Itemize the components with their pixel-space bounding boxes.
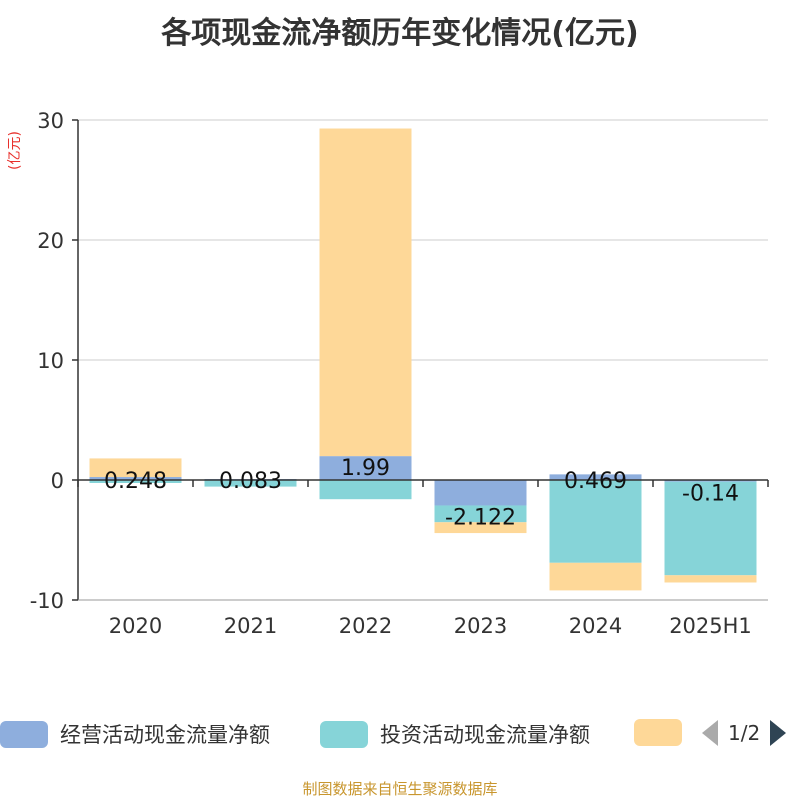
bar-2022-series-2 bbox=[319, 128, 412, 457]
y-tick-label: 20 bbox=[37, 229, 64, 253]
legend-label-operating: 经营活动现金流量净额 bbox=[60, 723, 270, 747]
x-tick-label: 2023 bbox=[454, 614, 507, 638]
bar-2022-series-1 bbox=[319, 480, 412, 500]
bar-2023-series-1 bbox=[434, 505, 527, 523]
legend: 经营活动现金流量净额 投资活动现金流量净额 1/2 bbox=[0, 712, 800, 756]
x-tick-label: 2024 bbox=[569, 614, 622, 638]
data-label-2022: 1.99 bbox=[341, 456, 390, 481]
bar-2023-series-2 bbox=[434, 522, 527, 534]
bars bbox=[89, 128, 757, 591]
data-label-2024: 0.469 bbox=[564, 469, 627, 494]
chart-title: 各项现金流净额历年变化情况(亿元) bbox=[161, 16, 639, 51]
source-footer: 制图数据来自恒生聚源数据库 bbox=[302, 780, 498, 798]
legend-label-investing: 投资活动现金流量净额 bbox=[380, 723, 590, 747]
bar-2021-series-1 bbox=[204, 480, 297, 487]
bar-2024-series-0 bbox=[549, 474, 642, 480]
bar-2025H1-series-1 bbox=[664, 481, 757, 576]
chart-svg: 0.248 0.083 1.99 -2.122 0.469 -0.14 -10 0 10 20 3… bbox=[30, 109, 769, 638]
bar-2024-series-2 bbox=[549, 562, 642, 591]
x-tick-label: 2020 bbox=[109, 614, 162, 638]
data-label-2021: 0.083 bbox=[219, 469, 282, 494]
data-labels: 0.248 0.083 1.99 -2.122 0.469 -0.14 bbox=[104, 456, 739, 530]
x-tick-label: 2022 bbox=[339, 614, 392, 638]
bar-2020-series-0 bbox=[89, 477, 182, 480]
tick-labels: -10 0 10 20 30 2020 2021 2022 2023 2024 2025H1 bbox=[30, 109, 752, 638]
y-tick-label: 0 bbox=[51, 469, 64, 493]
y-tick-label: 30 bbox=[37, 109, 64, 133]
legend-item-investing[interactable]: 投资活动现金流量净额 bbox=[320, 719, 590, 749]
y-tick-label: 10 bbox=[37, 349, 64, 373]
prev-page-icon[interactable] bbox=[702, 720, 718, 746]
legend-page-indicator: 1/2 bbox=[728, 721, 761, 745]
data-label-2025H1: -0.14 bbox=[682, 482, 739, 507]
data-label-2020: 0.248 bbox=[104, 469, 167, 494]
legend-item-operating[interactable]: 经营活动现金流量净额 bbox=[0, 719, 270, 749]
bar-2020-series-2 bbox=[89, 458, 182, 478]
legend-swatch-operating bbox=[0, 720, 48, 748]
next-page-icon[interactable] bbox=[770, 720, 787, 746]
x-tick-label: 2021 bbox=[224, 614, 277, 638]
bar-2023-series-0 bbox=[434, 480, 527, 506]
bar-2020-series-1 bbox=[89, 480, 182, 483]
axes bbox=[72, 119, 769, 601]
x-tick-label: 2025H1 bbox=[669, 614, 752, 638]
legend-pager: 1/2 bbox=[702, 720, 787, 746]
data-label-2023: -2.122 bbox=[445, 505, 516, 530]
bar-2025H1-series-0 bbox=[664, 480, 757, 482]
bar-2024-series-1 bbox=[549, 480, 642, 563]
legend-item-financing[interactable] bbox=[634, 719, 694, 746]
y-tick-label: -10 bbox=[30, 589, 64, 613]
legend-swatch-financing bbox=[634, 719, 682, 746]
bar-2022-series-0 bbox=[319, 456, 412, 480]
legend-swatch-investing bbox=[320, 720, 368, 748]
bar-2025H1-series-2 bbox=[664, 575, 757, 583]
